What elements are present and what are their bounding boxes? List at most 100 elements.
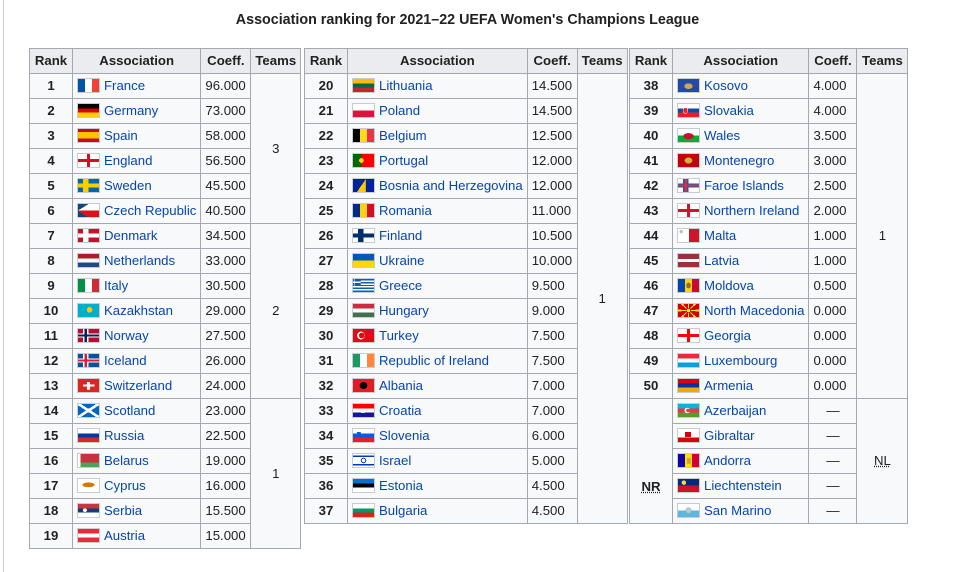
- coeff-cell: 3.000: [808, 148, 858, 174]
- teams-header[interactable]: Teams: [250, 48, 302, 74]
- rank-header[interactable]: Rank: [29, 48, 73, 74]
- association-link[interactable]: England: [104, 153, 153, 168]
- association-link[interactable]: Czech Republic: [104, 203, 197, 218]
- association-link[interactable]: Luxembourg: [704, 353, 778, 368]
- association-link[interactable]: Gibraltar: [704, 428, 755, 443]
- association-link[interactable]: Latvia: [704, 253, 740, 268]
- association-link[interactable]: Liechtenstein: [704, 478, 782, 493]
- association-link[interactable]: Russia: [104, 428, 145, 443]
- association-header[interactable]: Association: [71, 48, 202, 74]
- association-cell: Montenegro: [671, 148, 810, 174]
- rank-cell: 45: [629, 248, 673, 274]
- coeff-cell: 14.500: [526, 98, 578, 124]
- association-link[interactable]: Italy: [104, 278, 129, 293]
- association-link[interactable]: San Marino: [704, 503, 772, 518]
- coeff-cell: 16.000: [200, 473, 252, 499]
- association-link[interactable]: Denmark: [104, 228, 158, 243]
- association-link[interactable]: Austria: [104, 528, 146, 543]
- association-link[interactable]: Faroe Islands: [704, 178, 784, 193]
- coeff-header[interactable]: Coeff.: [526, 48, 578, 74]
- coeff-cell: 30.500: [200, 273, 252, 299]
- coeff-cell: 9.000: [526, 298, 578, 324]
- teams-value: 3: [272, 140, 280, 156]
- association-link[interactable]: Belgium: [379, 128, 427, 143]
- association-link[interactable]: Turkey: [379, 328, 419, 343]
- association-link[interactable]: Hungary: [379, 303, 429, 318]
- association-link[interactable]: Albania: [379, 378, 423, 393]
- association-link[interactable]: Moldova: [704, 278, 754, 293]
- association-link[interactable]: Serbia: [104, 503, 143, 518]
- teams-value: 1: [272, 465, 280, 481]
- rank-cell: 14: [29, 398, 73, 424]
- association-link[interactable]: Bosnia and Herzegovina: [379, 178, 523, 193]
- association-link[interactable]: Romania: [379, 203, 432, 218]
- coeff-cell: 96.000: [200, 73, 252, 99]
- france-flag-icon: [77, 78, 100, 94]
- association-link[interactable]: Croatia: [379, 403, 422, 418]
- teams-header[interactable]: Teams: [856, 48, 909, 74]
- association-link[interactable]: Bulgaria: [379, 503, 428, 518]
- association-link[interactable]: Georgia: [704, 328, 751, 343]
- coeff-cell: 7.000: [526, 373, 578, 399]
- association-link[interactable]: Montenegro: [704, 153, 775, 168]
- association-link[interactable]: Slovakia: [704, 103, 754, 118]
- association-link[interactable]: Finland: [379, 228, 423, 243]
- rank-cell: 13: [29, 373, 73, 399]
- association-header[interactable]: Association: [671, 48, 810, 74]
- association-link[interactable]: Malta: [704, 228, 737, 243]
- association-cell: Moldova: [671, 273, 810, 299]
- association-cell: Sweden: [71, 173, 202, 199]
- association-link[interactable]: Sweden: [104, 178, 152, 193]
- association-link[interactable]: Armenia: [704, 378, 754, 393]
- not-listed-label[interactable]: NL: [874, 453, 891, 468]
- rank-header[interactable]: Rank: [304, 48, 348, 74]
- association-link[interactable]: Norway: [104, 328, 149, 343]
- association-link[interactable]: Israel: [379, 453, 412, 468]
- association-link[interactable]: Switzerland: [104, 378, 173, 393]
- rank-cell: 37: [304, 498, 348, 524]
- table-row: 45 Latvia 1.000: [629, 248, 908, 274]
- not-ranked-label[interactable]: NR: [641, 479, 661, 494]
- association-link[interactable]: France: [104, 78, 146, 93]
- association-link[interactable]: Republic of Ireland: [379, 353, 489, 368]
- association-link[interactable]: Northern Ireland: [704, 203, 800, 218]
- teams-cell: 2: [250, 223, 302, 399]
- association-link[interactable]: Azerbaijan: [704, 403, 767, 418]
- rank-cell: 22: [304, 123, 348, 149]
- association-link[interactable]: Iceland: [104, 353, 147, 368]
- association-link[interactable]: Cyprus: [104, 478, 146, 493]
- association-link[interactable]: Ukraine: [379, 253, 425, 268]
- association-link[interactable]: Wales: [704, 128, 741, 143]
- association-header[interactable]: Association: [347, 48, 528, 74]
- association-link[interactable]: Greece: [379, 278, 423, 293]
- table-row: 37 Bulgaria 4.500: [304, 498, 628, 524]
- association-link[interactable]: Andorra: [704, 453, 751, 468]
- association-link[interactable]: North Macedonia: [704, 303, 805, 318]
- association-link[interactable]: Scotland: [104, 403, 156, 418]
- association-link[interactable]: Netherlands: [104, 253, 176, 268]
- teams-header[interactable]: Teams: [576, 48, 628, 74]
- association-link[interactable]: Germany: [104, 103, 159, 118]
- coeff-cell: 10.000: [526, 248, 578, 274]
- association-cell: Czech Republic: [71, 198, 202, 224]
- coeff-header[interactable]: Coeff.: [200, 48, 252, 74]
- association-link[interactable]: Belarus: [104, 453, 149, 468]
- association-cell: Belarus: [71, 448, 202, 474]
- association-link[interactable]: Estonia: [379, 478, 423, 493]
- association-link[interactable]: Kosovo: [704, 78, 748, 93]
- montenegro-flag-icon: [677, 153, 700, 169]
- association-link[interactable]: Slovenia: [379, 428, 430, 443]
- association-link[interactable]: Kazakhstan: [104, 303, 173, 318]
- association-cell: Turkey: [347, 323, 528, 349]
- association-link[interactable]: Poland: [379, 103, 421, 118]
- rank-cell: 47: [629, 298, 673, 324]
- association-link[interactable]: Lithuania: [379, 78, 433, 93]
- rank-header[interactable]: Rank: [629, 48, 673, 74]
- rank-cell: 15: [29, 423, 73, 449]
- association-link[interactable]: Portugal: [379, 153, 429, 168]
- association-link[interactable]: Spain: [104, 128, 138, 143]
- coeff-header[interactable]: Coeff.: [808, 48, 858, 74]
- iceland-flag-icon: [77, 353, 100, 369]
- association-cell: Lithuania: [347, 73, 528, 99]
- denmark-flag-icon: [77, 228, 100, 244]
